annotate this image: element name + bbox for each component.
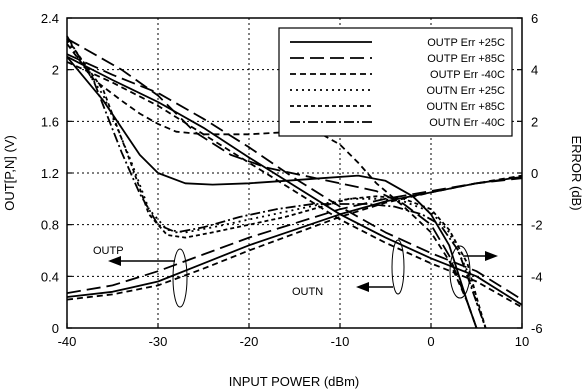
series-line [66, 61, 523, 309]
x-tick-label: 0 [427, 334, 434, 349]
outp-arrow-head [108, 256, 121, 266]
y-left-tick-label: 1.2 [41, 166, 59, 181]
y-left-tick-label: 2.4 [41, 11, 59, 26]
series-line [66, 56, 478, 329]
x-tick-label: -40 [58, 334, 77, 349]
y-right-tick-label: -2 [531, 218, 543, 233]
series-line [66, 176, 523, 298]
series-line [66, 55, 523, 306]
y-left-tick-label: 1.6 [41, 114, 59, 129]
x-tick-label: 10 [515, 334, 529, 349]
series-line [66, 35, 487, 329]
legend-label: OUTN Err +85C [426, 101, 505, 113]
y-right-tick-label: -4 [531, 269, 543, 284]
x-tick-label: -30 [149, 334, 168, 349]
legend-label: OUTP Err +85C [427, 53, 505, 65]
legend-label: OUTN Err -40C [429, 117, 505, 129]
annotations: OUTP OUTN [93, 239, 498, 308]
outn-annotation: OUTN [292, 286, 323, 298]
x-tick-label: -10 [331, 334, 350, 349]
x-axis-ticks: -40 -30 -20 -10 0 10 [58, 323, 529, 349]
y-right-tick-label: 4 [531, 63, 538, 78]
legend: OUTP Err +25C OUTP Err +85C OUTP Err -40C O… [278, 27, 513, 137]
series-lines [66, 35, 523, 329]
series-line [66, 37, 478, 329]
y-right-tick-label: -6 [531, 321, 543, 336]
y-left-tick-label: 0.4 [41, 269, 59, 284]
legend-label: OUTP Err +25C [427, 37, 505, 49]
outp-bracket [172, 248, 188, 308]
outn-arrow-head [356, 282, 369, 292]
y-left-tick-label: 0 [52, 321, 59, 336]
y-left-tick-label: 0.8 [41, 218, 59, 233]
legend-label: OUTP Err -40C [430, 69, 505, 81]
err-arrow-head [485, 251, 498, 261]
series-line [66, 38, 487, 329]
y-left-tick-label: 2 [52, 63, 59, 78]
legend-box [278, 27, 513, 137]
outn-bracket [391, 239, 405, 295]
series-line [66, 174, 523, 301]
y-right-tick-label: 0 [531, 166, 538, 181]
y-right-tick-label: 2 [531, 114, 538, 129]
series-line [66, 40, 487, 329]
x-tick-label: -20 [240, 334, 259, 349]
legend-label: OUTN Err +25C [426, 85, 505, 97]
series-line [66, 53, 523, 301]
outp-annotation: OUTP [93, 245, 124, 257]
y-left-axis-ticks: 0 0.4 0.8 1.2 1.6 2 2.4 [41, 11, 72, 336]
err-bracket [449, 245, 471, 299]
y-left-axis-label: OUT[P,N] (V) [2, 135, 17, 211]
y-right-tick-label: 6 [531, 11, 538, 26]
grid [67, 18, 522, 328]
y-right-axis-ticks: -6 -4 -2 0 2 4 6 [517, 11, 543, 336]
x-axis-label: INPUT POWER (dBm) [229, 374, 360, 389]
y-right-axis-label: ERROR (dB) [569, 135, 584, 210]
